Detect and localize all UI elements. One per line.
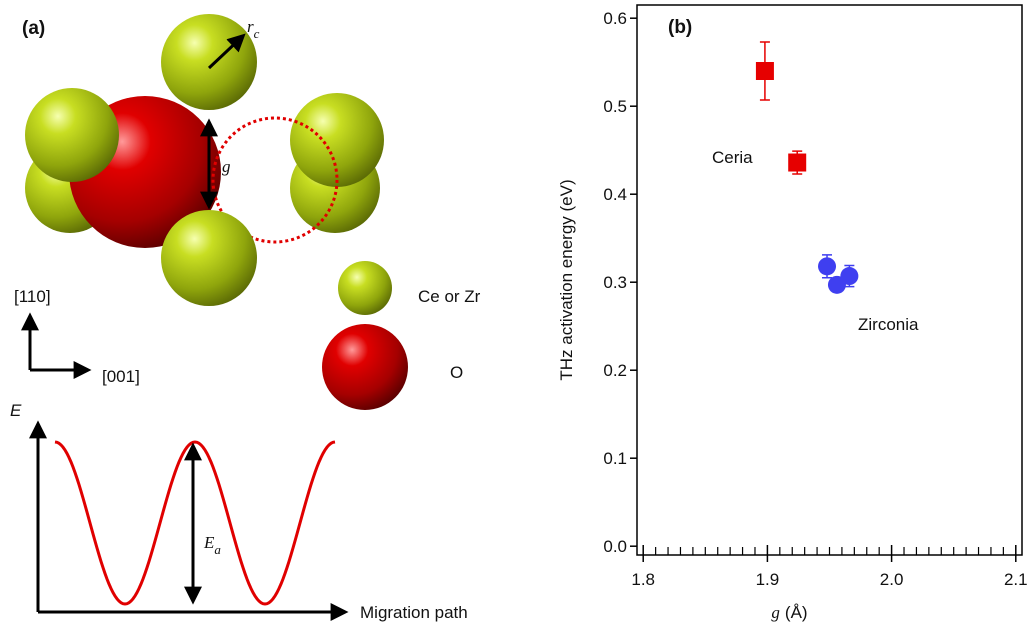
y-tick-label: 0.3 (603, 273, 627, 292)
y-axis-label: THz activation energy (eV) (557, 179, 576, 380)
atom (161, 14, 257, 110)
axis-label: [110] (14, 287, 51, 306)
y-tick-label: 0.1 (603, 449, 627, 468)
panel-b: 0.0 0.1 0.2 0.3 0.4 0.5 0.6 1.8 1.9 2.0 2.1 (b) THz … (557, 5, 1028, 622)
path-axis-label: Migration path (360, 603, 468, 622)
x-axis-unit: (Å) (785, 603, 808, 622)
legend-atom (322, 324, 408, 410)
y-tick-label: 0.2 (603, 361, 627, 380)
atom (161, 210, 257, 306)
y-tick-label: 0.5 (603, 97, 627, 116)
series-label: Ceria (712, 148, 753, 167)
panel-a: (a) g rc [110] [001] Ce or Zr O E Migrat… (10, 14, 481, 622)
atom (290, 93, 384, 187)
radius-subscript: c (254, 26, 260, 41)
y-tick-label: 0.0 (603, 537, 627, 556)
energy-axis-label: E (10, 401, 22, 420)
series-label: Zirconia (858, 315, 919, 334)
data-point (756, 62, 774, 80)
activation-label: Ea (203, 533, 221, 557)
x-tick-label: 1.8 (631, 570, 655, 589)
page: (a) g rc [110] [001] Ce or Zr O E Migrat… (0, 0, 1029, 628)
y-tick-label: 0.6 (603, 9, 627, 28)
x-tick-label: 2.1 (1004, 570, 1028, 589)
figure: (a) g rc [110] [001] Ce or Zr O E Migrat… (0, 0, 1029, 628)
panel-label: (a) (22, 18, 45, 39)
panel-label: (b) (668, 17, 692, 38)
atom (25, 88, 119, 182)
gap-label: g (222, 157, 231, 176)
activation-symbol: E (203, 533, 215, 552)
x-tick-label: 1.9 (756, 570, 780, 589)
legend-label: O (450, 363, 463, 382)
data-point (788, 154, 806, 172)
x-tick-label: 2.0 (880, 570, 904, 589)
legend-atom (338, 261, 392, 315)
legend-label: Ce or Zr (418, 287, 481, 306)
x-axis-symbol: g (771, 603, 780, 622)
data-point (840, 267, 858, 285)
activation-subscript: a (214, 542, 221, 557)
axis-label: [001] (102, 367, 140, 386)
energy-curve (55, 442, 335, 604)
data-point (818, 257, 836, 275)
x-axis-label: g (Å) (771, 603, 807, 622)
y-tick-label: 0.4 (603, 185, 627, 204)
